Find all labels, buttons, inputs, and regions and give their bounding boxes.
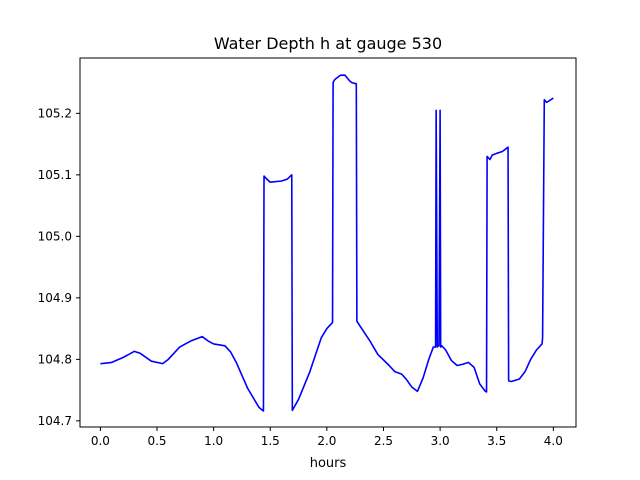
y-tick-label: 104.9 <box>38 291 72 305</box>
plot-frame <box>79 57 577 428</box>
x-tick-label: 2.5 <box>374 434 393 448</box>
x-tick-label: 0.0 <box>91 434 110 448</box>
x-tick-label: 2.0 <box>317 434 336 448</box>
x-tick-label: 3.5 <box>487 434 506 448</box>
series-line <box>100 74 554 412</box>
y-tick-label: 105.1 <box>38 168 72 182</box>
x-tick-label: 0.5 <box>147 434 166 448</box>
y-tick-label: 105.2 <box>38 106 72 120</box>
x-tick-label: 1.5 <box>261 434 280 448</box>
x-tick-label: 1.0 <box>204 434 223 448</box>
chart-title: Water Depth h at gauge 530 <box>214 34 442 53</box>
plot-area <box>100 74 554 412</box>
y-tick-label: 104.7 <box>38 414 72 428</box>
y-tick-label: 105.0 <box>38 229 72 243</box>
axes: 0.0 0.5 1.0 1.5 2.0 2.5 3.0 3.5 4.0 104.7 104.8 104… <box>38 106 563 448</box>
x-tick-label: 3.0 <box>431 434 450 448</box>
x-tick-label: 4.0 <box>544 434 563 448</box>
x-axis-label: hours <box>310 456 347 471</box>
y-tick-label: 104.8 <box>38 352 72 366</box>
